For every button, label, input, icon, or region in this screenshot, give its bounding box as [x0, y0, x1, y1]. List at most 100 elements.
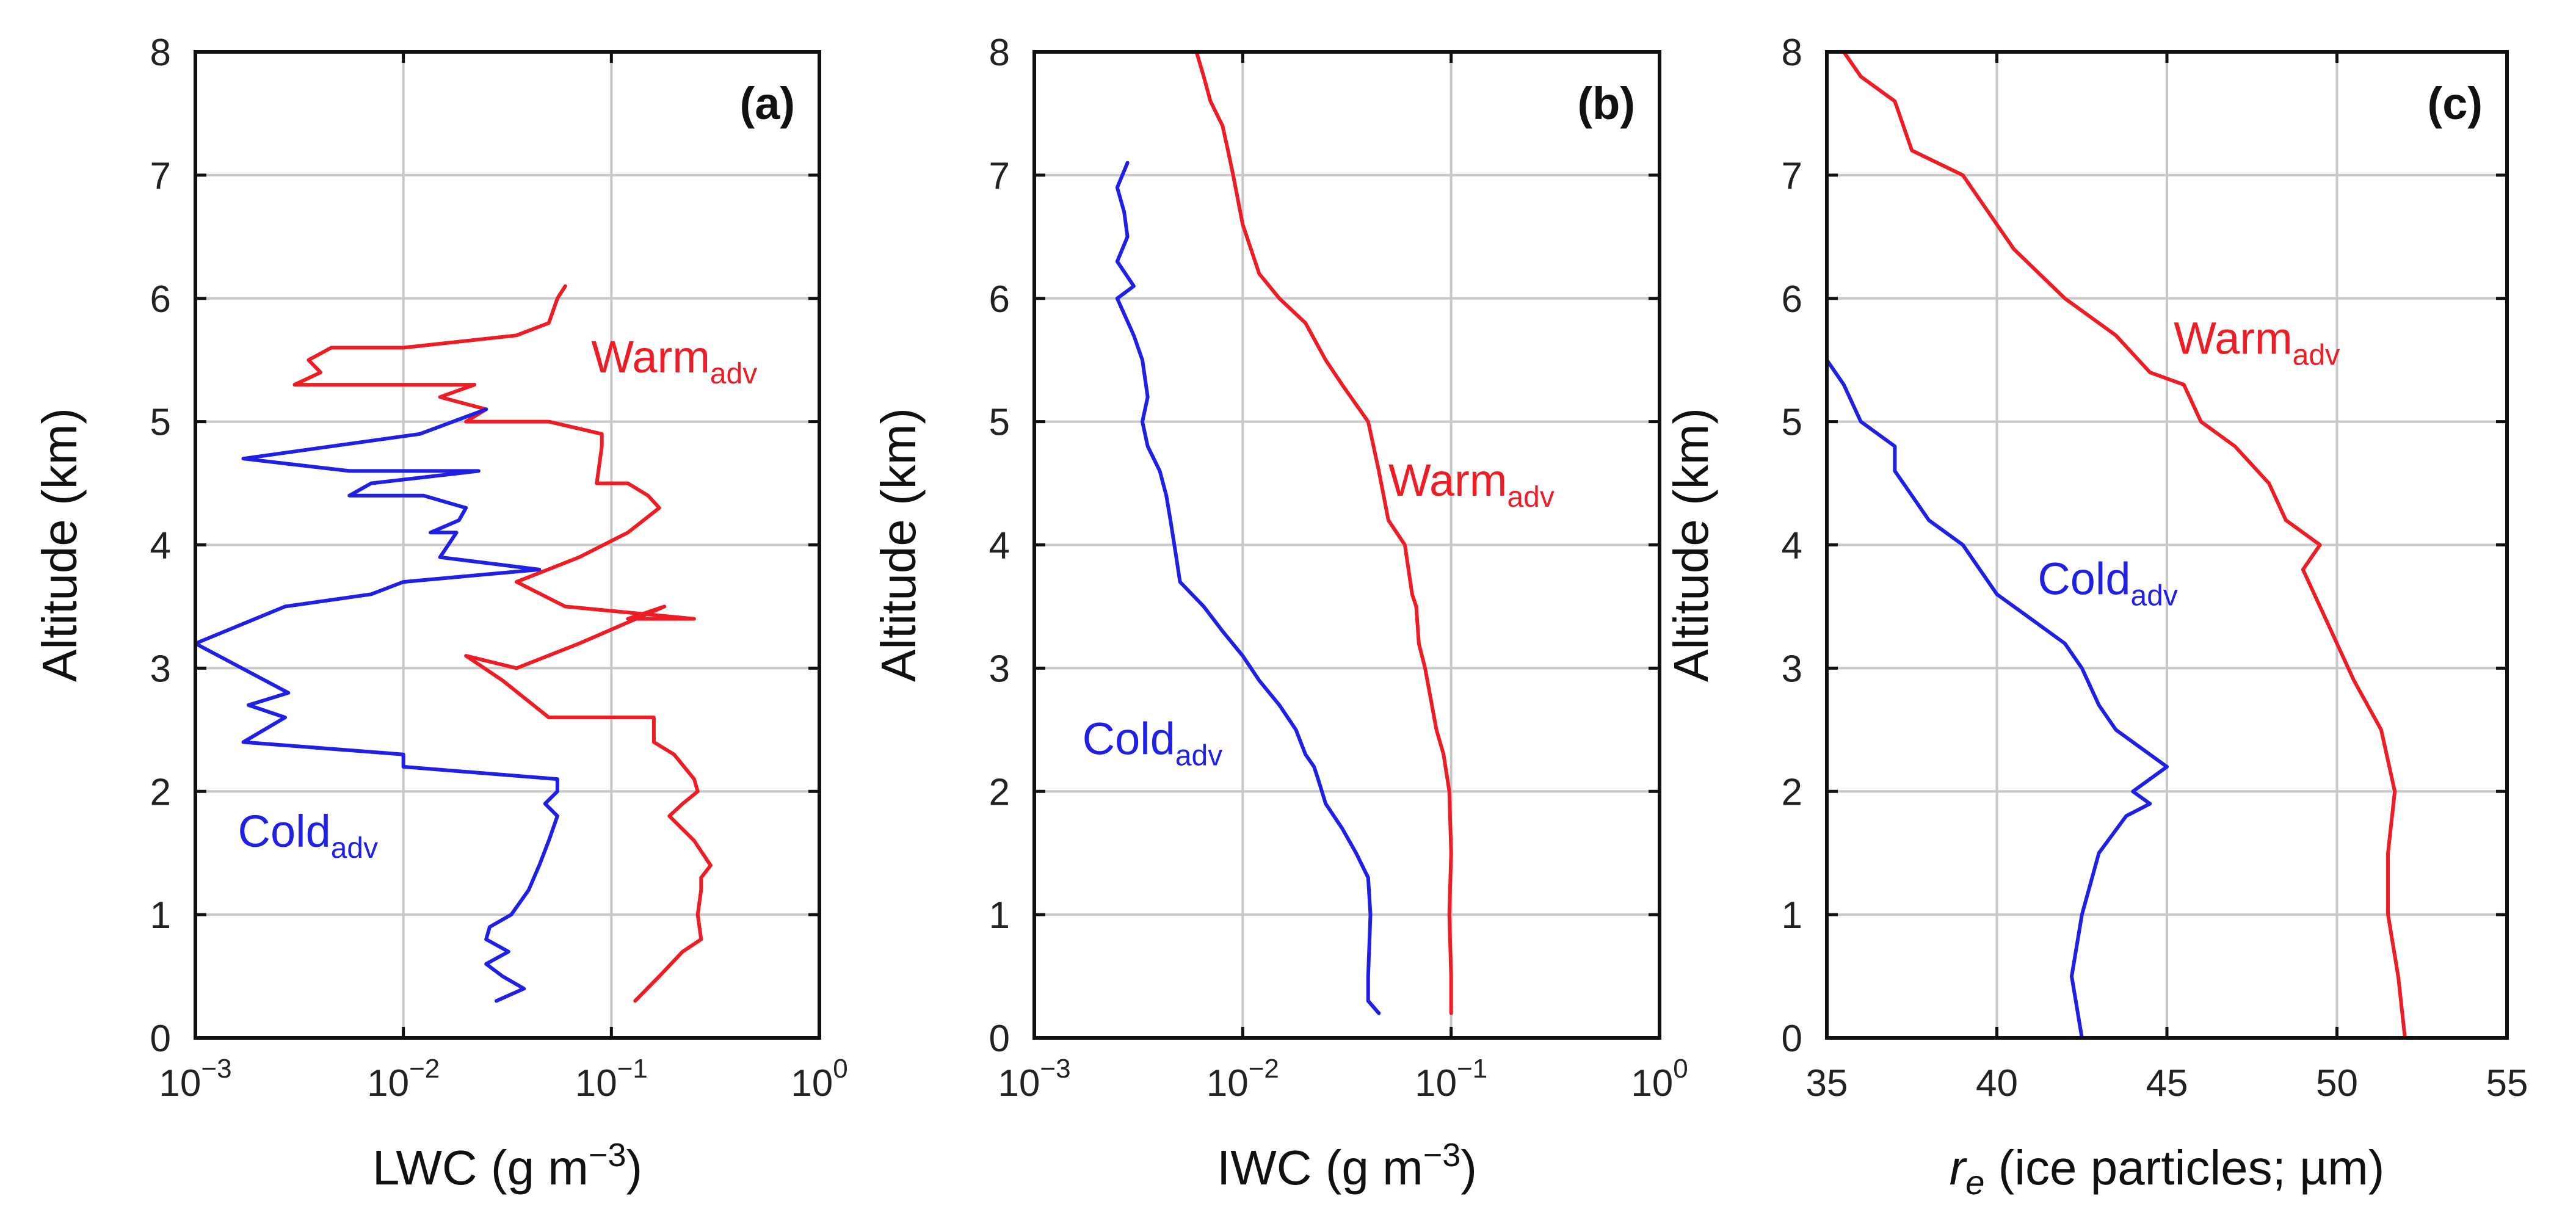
x-axis-label: IWC (g m−3) [1217, 1137, 1477, 1195]
series-line-warm [1194, 50, 1453, 1015]
y-tick-label: 8 [150, 32, 171, 74]
x-tick-label-exponent: 0 [833, 1054, 847, 1084]
x-axis-label-symbol-subscript: e [1965, 1163, 1984, 1202]
y-tick-label: 6 [989, 278, 1010, 321]
y-tick-label: 2 [150, 771, 171, 813]
y-axis-label: Altitude (km) [32, 408, 87, 682]
series-line-warm [1841, 50, 2407, 1040]
y-tick-label: 6 [1782, 278, 1802, 321]
y-tick-label: 7 [1782, 155, 1802, 197]
panel-label: (b) [1578, 78, 1636, 129]
series-label-warm: Warmadv [591, 332, 757, 390]
series-label-name: Cold [2037, 553, 2130, 604]
x-tick-label: 100 [1631, 1054, 1688, 1104]
panel-label: (a) [740, 78, 795, 129]
y-tick-label: 0 [1782, 1018, 1802, 1060]
x-tick-label: 100 [791, 1054, 847, 1104]
x-tick-label-base: 45 [2146, 1062, 2188, 1104]
x-tick-label-base: 10 [1415, 1062, 1457, 1104]
y-tick-label: 3 [150, 648, 171, 690]
x-tick-label-base: 10 [998, 1062, 1040, 1104]
y-tick-label: 4 [150, 525, 171, 567]
series-label-subscript: adv [2131, 579, 2178, 612]
series-label-subscript: adv [710, 358, 757, 390]
x-tick-label-base: 55 [2486, 1062, 2528, 1104]
x-tick-label: 50 [2316, 1062, 2358, 1104]
x-tick-label: 35 [1806, 1062, 1848, 1104]
series-label-subscript: adv [331, 832, 378, 865]
series-label-warm: Warmadv [1388, 455, 1555, 513]
series-label-name: Warm [2174, 313, 2293, 364]
series-label-subscript: adv [1175, 740, 1222, 772]
series-label-cold: Coldadv [238, 806, 379, 865]
y-tick-label: 0 [150, 1018, 171, 1060]
x-tick-label: 55 [2486, 1062, 2528, 1104]
x-axis-label-symbol: r [1950, 1140, 1968, 1195]
series-label-warm: Warmadv [2174, 313, 2340, 372]
x-tick-label-exponent: −3 [201, 1054, 231, 1084]
x-axis-label-superscript: −3 [589, 1137, 626, 1173]
series-line-cold [194, 407, 559, 1003]
x-tick-label-exponent: −2 [1249, 1054, 1279, 1084]
x-tick-label-base: 10 [575, 1062, 617, 1104]
x-tick-label-base: 50 [2316, 1062, 2358, 1104]
y-tick-label: 3 [1782, 648, 1802, 690]
y-tick-label: 4 [1782, 525, 1802, 567]
series-line-cold [1825, 358, 2169, 1040]
series-label-subscript: adv [1507, 481, 1554, 513]
x-tick-label: 10−1 [1415, 1054, 1487, 1104]
series-label-subscript: adv [2293, 339, 2340, 372]
x-tick-label: 10−1 [575, 1054, 648, 1104]
x-tick-label: 45 [2146, 1062, 2188, 1104]
x-axis-label-text: ) [626, 1140, 643, 1195]
y-tick-label: 7 [989, 155, 1010, 197]
series-line-cold [1115, 161, 1381, 1015]
x-tick-label-exponent: −1 [617, 1054, 648, 1084]
x-tick-label: 10−2 [1206, 1054, 1279, 1104]
x-tick-label-base: 10 [367, 1062, 409, 1104]
x-axis-label-text: (ice particles; µm) [1984, 1140, 2384, 1195]
y-tick-label: 4 [989, 525, 1010, 567]
y-axis-label: Altitude (km) [1664, 408, 1718, 682]
x-tick-label-base: 35 [1806, 1062, 1848, 1104]
x-tick-label-exponent: 0 [1673, 1054, 1688, 1084]
y-tick-label: 8 [1782, 32, 1802, 74]
y-tick-label: 7 [150, 155, 171, 197]
y-tick-label: 2 [1782, 771, 1802, 813]
x-axis-label-text: LWC (g m [372, 1140, 589, 1195]
x-axis-label-text: IWC (g m [1217, 1140, 1423, 1195]
series-line-warm [292, 284, 713, 1003]
y-tick-label: 1 [989, 894, 1010, 937]
y-tick-label: 3 [989, 648, 1010, 690]
x-tick-label: 40 [1976, 1062, 2018, 1104]
x-tick-label-base: 40 [1976, 1062, 2018, 1104]
y-tick-label: 8 [989, 32, 1010, 74]
y-axis-label: Altitude (km) [871, 408, 926, 682]
y-tick-label: 5 [989, 402, 1010, 444]
x-tick-label-base: 10 [1206, 1062, 1249, 1104]
y-tick-label: 1 [150, 894, 171, 937]
x-tick-label-base: 10 [159, 1062, 201, 1104]
y-tick-label: 0 [989, 1018, 1010, 1060]
series-label-cold: Coldadv [2037, 553, 2178, 612]
x-axis-label-superscript: −3 [1423, 1137, 1461, 1173]
y-tick-label: 5 [150, 402, 171, 444]
series-label-name: Cold [1083, 714, 1175, 764]
x-tick-label-exponent: −3 [1040, 1054, 1070, 1084]
series-label-name: Warm [1388, 455, 1508, 506]
y-tick-label: 1 [1782, 894, 1802, 937]
x-tick-label-base: 10 [1631, 1062, 1673, 1104]
x-axis-label-text: ) [1460, 1140, 1477, 1195]
x-tick-label: 10−3 [998, 1054, 1070, 1104]
x-axis-label: re (ice particles; µm) [1950, 1140, 2385, 1202]
x-tick-label: 10−2 [367, 1054, 440, 1104]
series-label-name: Warm [591, 332, 710, 382]
series-label-name: Cold [238, 806, 331, 857]
series-label-cold: Coldadv [1083, 714, 1223, 772]
x-axis-label: LWC (g m−3) [372, 1137, 642, 1195]
